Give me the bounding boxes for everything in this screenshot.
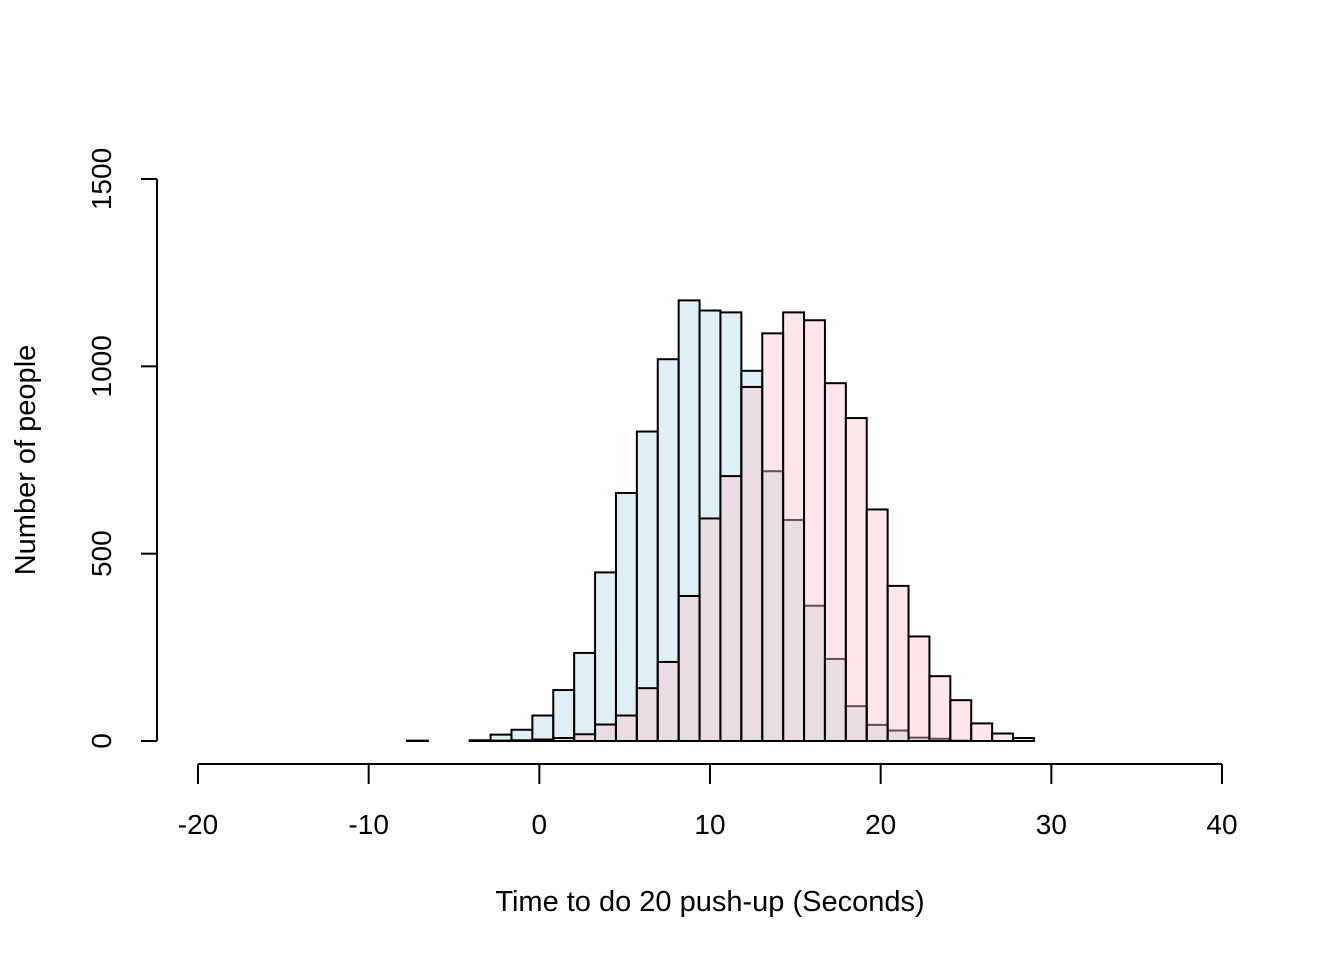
histogram-bar [782,311,806,742]
y-tick-label: 500 [86,530,117,577]
y-axis: 0 500 1000 1500 [86,148,158,749]
x-axis-title: Time to do 20 push-up (Seconds) [495,886,924,918]
histogram-bar [991,732,1015,742]
y-tick-label: 0 [86,733,117,749]
histogram-bar [677,595,701,743]
x-tick-label: 20 [865,809,896,840]
histogram-bar [844,417,868,742]
histogram-bar [970,722,994,743]
histogram-bar [865,508,889,742]
y-tick-label: 1500 [86,148,117,210]
histogram-bar [468,739,492,743]
histogram-bar [1012,737,1035,743]
x-tick-label: 40 [1206,809,1237,840]
histogram-bar [594,723,617,742]
x-tick-label: 10 [694,809,725,840]
histogram-bar [949,699,973,742]
histogram-bar [635,687,659,742]
histogram-bar [886,584,910,742]
histogram-bar [907,635,931,743]
histogram-bar [531,714,555,742]
histogram-bar [614,714,638,742]
x-tick-label: -10 [348,809,388,840]
histogram-bar [740,385,764,742]
y-axis-title: Number of people [10,345,42,576]
histogram-bar [573,651,597,742]
histogram-bar [803,319,826,742]
histogram-bar [719,475,743,742]
histogram-bar [698,517,722,742]
histogram-bar [594,571,617,743]
series-2-bars [489,311,1035,743]
histogram-bar [823,382,847,742]
histogram-bar [761,332,785,742]
x-axis: -20 -10 0 10 20 30 40 [178,763,1238,840]
histogram-bar [614,491,638,742]
histogram-bar [656,660,680,742]
histogram-bar [531,738,555,743]
histogram-bar [928,675,952,743]
x-tick-label: -20 [178,809,218,840]
histogram-bar [552,737,576,743]
x-tick-label: 0 [532,809,548,840]
histogram-bar [552,689,576,743]
histogram-bar [573,733,597,742]
y-tick-label: 1000 [86,335,117,397]
histogram-bar [510,739,534,743]
x-tick-label: 30 [1036,809,1067,840]
